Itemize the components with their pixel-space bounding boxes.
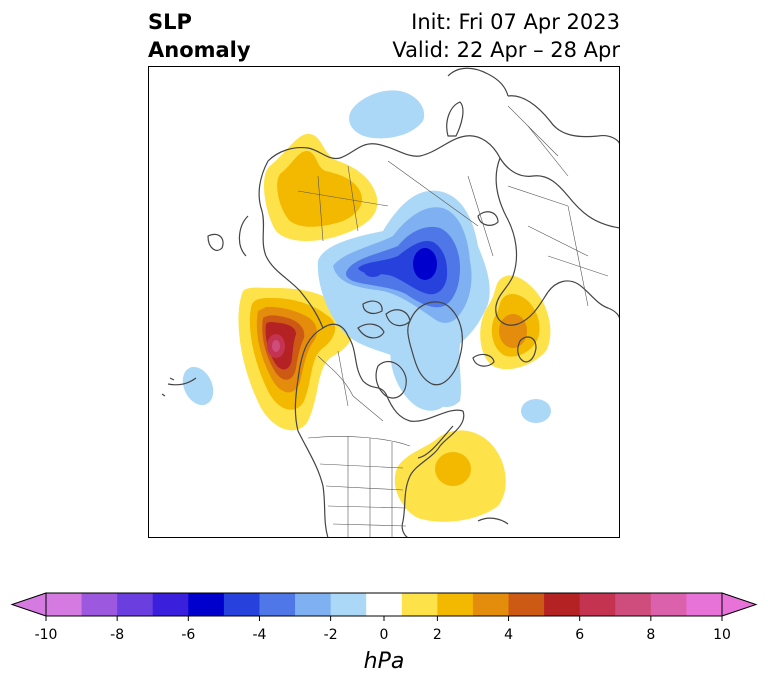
colorbar-swatch bbox=[366, 593, 403, 616]
anomaly-gulf-of-alaska bbox=[238, 287, 354, 431]
valid-range: Valid: 22 Apr – 28 Apr bbox=[392, 38, 620, 62]
colorbar-extend-under bbox=[10, 592, 47, 617]
colorbar-swatch bbox=[152, 593, 189, 616]
colorbar-swatch bbox=[650, 593, 687, 616]
colorbar-tick-label: 10 bbox=[713, 627, 731, 643]
colorbar-swatch bbox=[46, 593, 82, 616]
colorbar-swatch bbox=[437, 593, 474, 616]
colorbar: -10 -8 -6 -4 -2 0 2 4 6 8 10 hPa bbox=[10, 592, 758, 674]
slp-anomaly-map bbox=[148, 66, 620, 538]
colorbar-tick-label: 4 bbox=[504, 627, 513, 643]
map-frame bbox=[148, 66, 620, 538]
colorbar-swatch bbox=[472, 593, 509, 616]
colorbar-swatch bbox=[579, 593, 616, 616]
colorbar-tick-label: 8 bbox=[646, 627, 655, 643]
colorbar-swatch bbox=[223, 593, 260, 616]
colorbar-swatch bbox=[508, 593, 545, 616]
anomaly-western-atlantic bbox=[394, 430, 506, 522]
colorbar-tick-label: -10 bbox=[35, 627, 58, 643]
anomaly-barents bbox=[349, 90, 425, 139]
colorbar-ticks: -10 -8 -6 -4 -2 0 2 4 6 8 10 bbox=[35, 616, 731, 643]
anomaly-siberia bbox=[263, 133, 378, 241]
colorbar-swatch bbox=[544, 593, 581, 616]
anomaly-greenland bbox=[390, 331, 453, 411]
coastlines bbox=[161, 67, 620, 538]
anomaly-scandinavia bbox=[480, 275, 551, 370]
colorbar-swatch bbox=[81, 593, 118, 616]
colorbar-unit-label: hPa bbox=[364, 649, 405, 674]
colorbar-swatch bbox=[686, 593, 723, 616]
anomaly-azores bbox=[521, 399, 551, 423]
colorbar-extend-over bbox=[721, 592, 758, 617]
colorbar-swatch bbox=[330, 593, 367, 616]
colorbar-swatch bbox=[295, 593, 332, 616]
forecast-dates: Init: Fri 07 Apr 2023 Valid: 22 Apr – 28… bbox=[392, 8, 620, 64]
colorbar-tick-label: -8 bbox=[110, 627, 124, 643]
colorbar-tick-label: -2 bbox=[324, 627, 338, 643]
anomaly-arctic bbox=[317, 190, 490, 408]
title-line-2: Anomaly bbox=[148, 38, 251, 62]
title-line-1: SLP bbox=[148, 10, 192, 34]
colorbar-swatch bbox=[117, 593, 154, 616]
colorbar-tick-label: 2 bbox=[433, 627, 442, 643]
colorbar-tick-label: -6 bbox=[181, 627, 195, 643]
colorbar-tick-label: 0 bbox=[380, 627, 389, 643]
init-date: Init: Fri 07 Apr 2023 bbox=[411, 10, 620, 34]
colorbar-tick-label: 6 bbox=[575, 627, 584, 643]
projection-gap bbox=[148, 281, 158, 318]
colorbar-swatch bbox=[259, 593, 296, 616]
colorbar-swatch bbox=[615, 593, 652, 616]
colorbar-swatch bbox=[401, 593, 438, 616]
colorbar-tick-label: -4 bbox=[252, 627, 266, 643]
country-borders bbox=[297, 105, 609, 538]
anomaly-north-pacific bbox=[182, 366, 214, 406]
colorbar-swatch bbox=[188, 593, 225, 616]
colorbar-swatches bbox=[10, 592, 758, 617]
map-title: SLP Anomaly bbox=[148, 8, 251, 64]
